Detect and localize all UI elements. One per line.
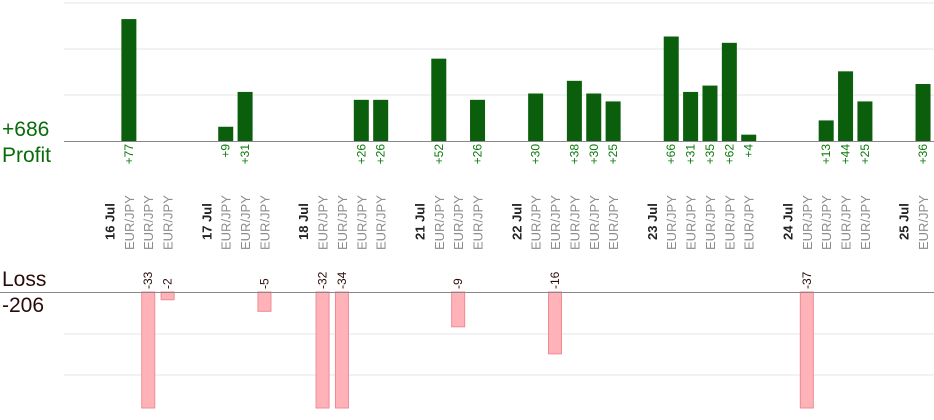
profit-value-label: +9 — [219, 144, 233, 158]
profit-value-label: +13 — [819, 144, 833, 165]
profit-value-label: +38 — [567, 144, 581, 165]
loss-total: -206 — [2, 294, 45, 317]
loss-value-label: -9 — [451, 278, 465, 289]
profit-value-label: +52 — [432, 144, 446, 165]
profit-bar — [353, 99, 369, 141]
profit-bar — [218, 126, 234, 141]
profit-value-label: +30 — [587, 144, 601, 165]
profit-value-label: +62 — [722, 144, 736, 165]
loss-bar — [160, 291, 175, 301]
pair-label: EUR/JPY — [548, 195, 563, 250]
pair-label: EUR/JPY — [839, 195, 854, 250]
pair-label: EUR/JPY — [219, 195, 234, 250]
profit-bar — [566, 80, 582, 141]
loss-value-label: -16 — [548, 271, 562, 289]
loss-value-label: -34 — [335, 271, 349, 289]
profit-value-label: +26 — [354, 144, 368, 165]
profit-bar — [586, 93, 602, 141]
profit-label: Profit — [2, 144, 52, 167]
date-label: 16 Jul — [103, 203, 118, 240]
loss-bar — [141, 291, 156, 409]
profit-bar — [683, 91, 699, 141]
loss-label: Loss — [2, 268, 47, 291]
loss-bar — [334, 291, 349, 409]
profit-value-label: +31 — [238, 144, 252, 165]
profit-bar — [838, 71, 854, 141]
pair-label: EUR/JPY — [141, 195, 156, 250]
pair-label: EUR/JPY — [257, 195, 272, 250]
date-label: 25 Jul — [897, 203, 912, 240]
pair-label: EUR/JPY — [722, 195, 737, 250]
loss-bar — [257, 291, 272, 312]
profit-bar — [237, 91, 253, 141]
profit-bar — [818, 120, 834, 141]
pair-label: EUR/JPY — [587, 195, 602, 250]
pair-label: EUR/JPY — [316, 195, 331, 250]
loss-value-label: -5 — [257, 278, 271, 289]
loss-bar — [451, 291, 466, 328]
pair-label: EUR/JPY — [432, 195, 447, 250]
pair-label: EUR/JPY — [684, 195, 699, 250]
profit-bar — [528, 93, 544, 141]
profit-value-label: +25 — [858, 144, 872, 165]
profit-value-label: +36 — [916, 144, 930, 165]
profit-bar — [373, 99, 389, 141]
profit-bar — [470, 99, 486, 141]
profit-value-label: +31 — [684, 144, 698, 165]
profit-bar — [857, 101, 873, 141]
pair-label: EUR/JPY — [567, 195, 582, 250]
date-label: 21 Jul — [412, 203, 427, 240]
profit-value-label: +35 — [703, 144, 717, 165]
date-label: 24 Jul — [780, 203, 795, 240]
profit-value-label: +77 — [122, 144, 136, 165]
profit-value-label: +4 — [742, 144, 756, 158]
pair-label: EUR/JPY — [529, 195, 544, 250]
loss-bar — [799, 291, 814, 409]
date-label: 17 Jul — [199, 203, 214, 240]
loss-value-label: -37 — [800, 271, 814, 289]
date-label: 22 Jul — [509, 203, 524, 240]
loss-bar — [315, 291, 330, 409]
profit-bar — [702, 85, 718, 141]
profit-value-label: +26 — [471, 144, 485, 165]
profit-value-label: +44 — [839, 144, 853, 165]
pair-label: EUR/JPY — [858, 195, 873, 250]
pair-label: EUR/JPY — [800, 195, 815, 250]
pair-label: EUR/JPY — [238, 195, 253, 250]
pair-label: EUR/JPY — [606, 195, 621, 250]
pair-label: EUR/JPY — [664, 195, 679, 250]
pair-label: EUR/JPY — [161, 195, 176, 250]
profit-bar — [741, 134, 757, 141]
profit-value-label: +30 — [529, 144, 543, 165]
pair-label: EUR/JPY — [471, 195, 486, 250]
pair-label: EUR/JPY — [335, 195, 350, 250]
pair-label: EUR/JPY — [354, 195, 369, 250]
pair-label: EUR/JPY — [122, 195, 137, 250]
profit-bar — [431, 58, 447, 141]
loss-value-label: -32 — [316, 271, 330, 289]
profit-bar — [605, 101, 621, 141]
date-label: 23 Jul — [645, 203, 660, 240]
pair-label: EUR/JPY — [451, 195, 466, 250]
loss-bar — [548, 291, 563, 355]
pair-label: EUR/JPY — [819, 195, 834, 250]
loss-value-label: -33 — [141, 271, 155, 289]
pair-label: EUR/JPY — [374, 195, 389, 250]
date-label: 18 Jul — [296, 203, 311, 240]
profit-total: +686 — [2, 118, 50, 141]
profit-value-label: +66 — [664, 144, 678, 165]
profit-bar — [915, 84, 931, 141]
pair-label: EUR/JPY — [742, 195, 757, 250]
profit-bar — [721, 42, 737, 142]
profit-value-label: +25 — [606, 144, 620, 165]
pair-label: EUR/JPY — [703, 195, 718, 250]
pair-label: EUR/JPY — [916, 195, 931, 250]
profit-bar — [663, 36, 679, 141]
loss-value-label: -2 — [161, 278, 175, 289]
profit-bar — [121, 19, 137, 141]
profit-value-label: +26 — [374, 144, 388, 165]
